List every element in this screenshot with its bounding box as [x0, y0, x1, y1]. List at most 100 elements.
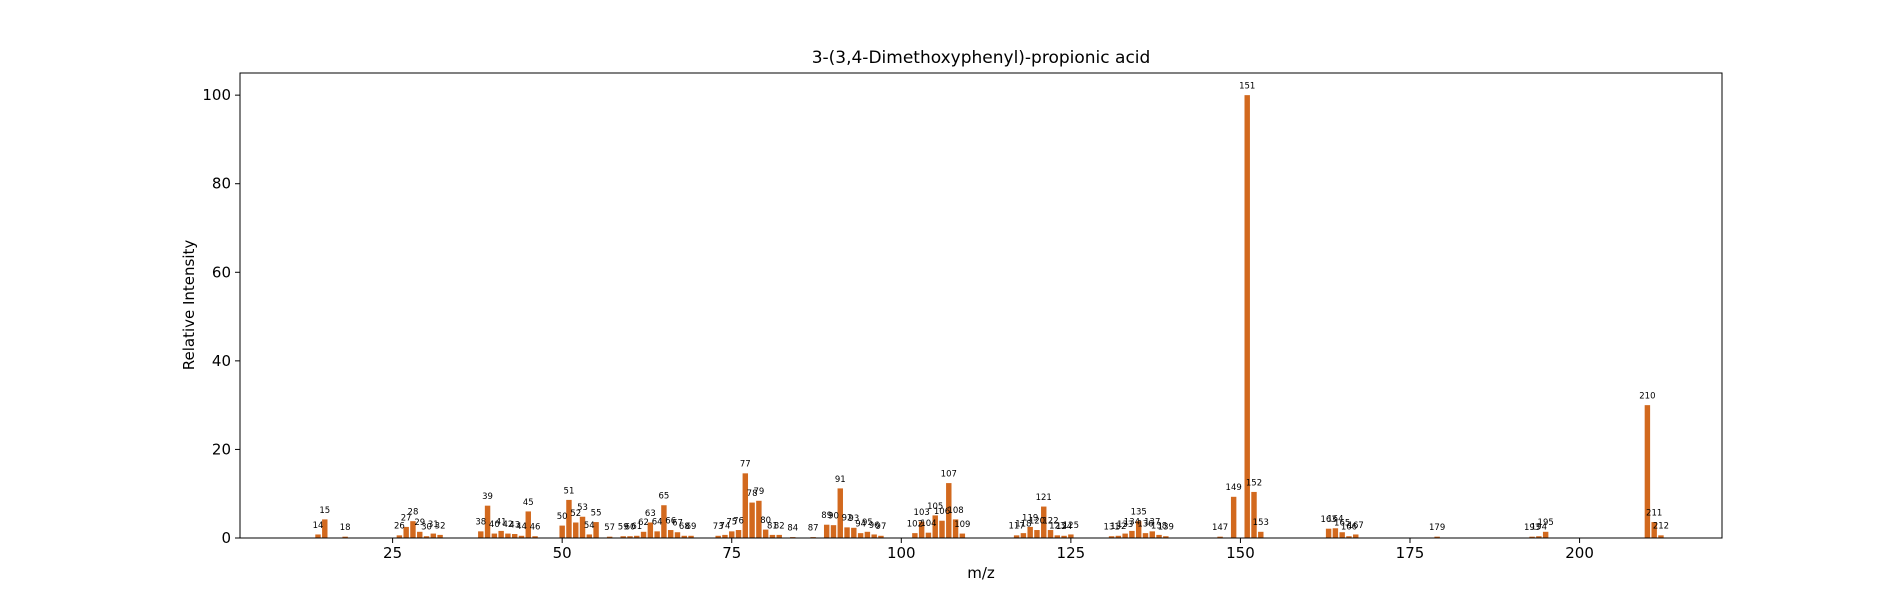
bar-mz-46 [532, 536, 538, 538]
peak-label-mz-152: 152 [1246, 478, 1262, 488]
bar-mz-54 [586, 534, 593, 538]
peak-label-mz-41: 41 [496, 517, 507, 527]
bar-mz-153 [1258, 531, 1264, 538]
peak-label-mz-102: 102 [907, 519, 923, 529]
bar-mz-118 [1020, 533, 1027, 538]
bar-mz-90 [830, 525, 837, 538]
peak-label-mz-120: 120 [1029, 516, 1045, 526]
bar-mz-166 [1346, 536, 1352, 538]
peak-label-mz-123: 123 [1049, 522, 1065, 532]
peak-label-mz-15: 15 [319, 506, 330, 516]
bar-mz-147 [1217, 536, 1223, 538]
peak-label-mz-39: 39 [482, 492, 493, 502]
peak-label-mz-139: 139 [1158, 523, 1174, 533]
bar-mz-81 [769, 534, 776, 538]
bar-mz-64 [654, 531, 660, 538]
peak-label-mz-76: 76 [733, 516, 744, 526]
bar-mz-139 [1163, 536, 1169, 538]
bar-mz-45 [525, 511, 531, 538]
peak-label-mz-27: 27 [401, 513, 412, 523]
bar-mz-41 [498, 530, 504, 538]
peak-label-mz-165: 165 [1334, 519, 1350, 529]
peak-label-mz-210: 210 [1639, 392, 1655, 402]
peak-label-mz-66: 66 [665, 516, 676, 526]
bar-mz-104 [925, 532, 932, 538]
peak-label-mz-51: 51 [564, 486, 575, 496]
peak-label-mz-81: 81 [767, 521, 778, 531]
peak-label-mz-54: 54 [584, 521, 595, 531]
peak-label-mz-109: 109 [954, 520, 970, 530]
peak-label-mz-153: 153 [1253, 518, 1269, 528]
peak-label-mz-45: 45 [523, 498, 534, 508]
x-tick-label-25: 25 [383, 544, 402, 562]
x-tick-label-50: 50 [553, 544, 572, 562]
peak-label-mz-104: 104 [920, 519, 936, 529]
bar-mz-53 [579, 516, 586, 538]
bar-mz-59 [620, 536, 626, 538]
peak-label-mz-46: 46 [530, 523, 541, 533]
bar-mz-82 [776, 534, 782, 538]
peak-label-mz-26: 26 [394, 522, 405, 532]
y-tick-label-60: 60 [212, 263, 231, 281]
peak-label-mz-164: 164 [1327, 515, 1343, 525]
bar-mz-106 [939, 520, 945, 538]
peak-label-mz-78: 78 [747, 489, 758, 499]
peak-label-mz-95: 95 [862, 518, 873, 528]
y-tick-label-0: 0 [221, 529, 231, 547]
bar-mz-131 [1108, 536, 1115, 538]
bar-mz-61 [634, 535, 640, 538]
bar-mz-69 [688, 535, 694, 538]
bar-mz-108 [952, 519, 959, 538]
x-tick-label-150: 150 [1226, 544, 1255, 562]
peak-label-mz-163: 163 [1320, 515, 1336, 525]
bar-mz-194 [1536, 536, 1542, 538]
bar-mz-212 [1658, 535, 1664, 538]
bar-mz-26 [396, 535, 403, 538]
bar-mz-40 [491, 533, 498, 538]
peak-label-mz-84: 84 [787, 523, 798, 533]
bar-mz-27 [403, 526, 409, 538]
peak-label-mz-61: 61 [631, 522, 642, 532]
bar-mz-122 [1047, 530, 1054, 538]
bar-mz-18 [342, 536, 348, 538]
peak-label-mz-73: 73 [713, 522, 724, 532]
bar-mz-165 [1339, 532, 1345, 538]
bar-mz-195 [1542, 531, 1549, 538]
peak-label-mz-67: 67 [672, 519, 683, 529]
peak-label-mz-28: 28 [408, 508, 419, 518]
bar-mz-94 [857, 533, 864, 538]
bar-mz-65 [661, 505, 667, 538]
y-tick-label-80: 80 [212, 175, 231, 193]
peak-label-mz-42: 42 [502, 520, 513, 530]
peak-label-mz-179: 179 [1429, 523, 1445, 533]
x-tick-label-100: 100 [887, 544, 916, 562]
bar-mz-57 [606, 536, 613, 538]
peak-label-mz-105: 105 [927, 502, 943, 512]
peak-label-mz-52: 52 [570, 509, 581, 519]
y-axis: 0 20 40 60 80 100 [202, 86, 240, 547]
peak-label-mz-149: 149 [1226, 483, 1242, 493]
bar-mz-32 [437, 534, 443, 538]
bar-mz-102 [912, 533, 918, 538]
bar-mz-50 [559, 525, 565, 538]
bar-mz-76 [735, 530, 742, 538]
peak-label-mz-75: 75 [726, 518, 737, 528]
bar-mz-79 [756, 500, 762, 538]
peak-label-mz-31: 31 [428, 520, 439, 530]
peak-label-mz-94: 94 [855, 519, 866, 529]
bar-mz-28 [410, 521, 416, 538]
bar-mz-121 [1041, 506, 1047, 538]
bar-mz-124 [1061, 535, 1067, 538]
bar-mz-52 [573, 522, 579, 538]
bar-mz-133 [1122, 533, 1128, 538]
bar-mz-210 [1644, 405, 1651, 538]
bar-mz-31 [430, 533, 437, 538]
bar-mz-123 [1054, 535, 1061, 538]
bar-mz-89 [823, 524, 830, 538]
bars-layer [315, 95, 1664, 538]
bar-mz-107 [946, 483, 952, 538]
peak-label-mz-131: 131 [1103, 523, 1119, 533]
peak-label-mz-97: 97 [876, 522, 887, 532]
peak-label-mz-125: 125 [1063, 521, 1079, 531]
